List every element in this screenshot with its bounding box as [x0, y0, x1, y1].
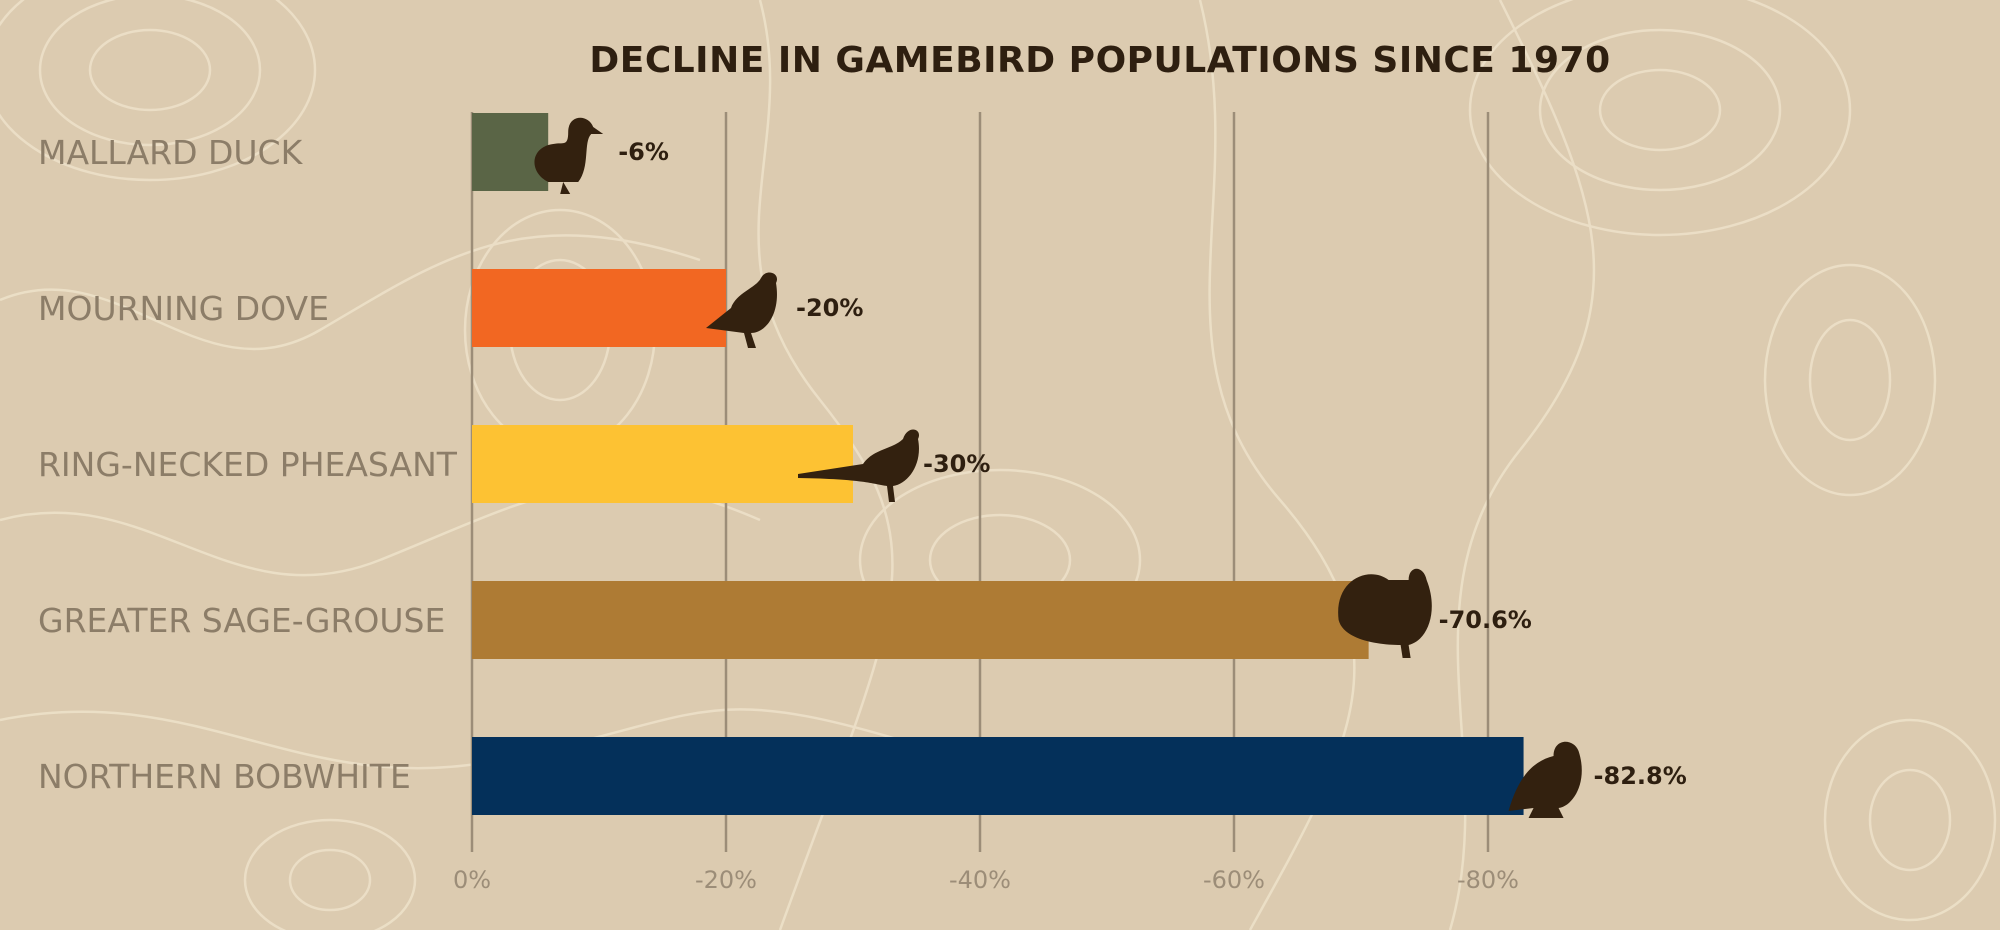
category-label: MALLARD DUCK [38, 133, 304, 172]
dove-icon [706, 272, 778, 348]
duck-icon [534, 117, 604, 194]
pheasant-icon [798, 429, 920, 502]
value-label: -6% [618, 138, 669, 166]
bar-northern-bobwhite [472, 737, 1524, 815]
bar-ring-necked-pheasant [472, 425, 853, 503]
value-label: -20% [796, 294, 863, 322]
category-label: GREATER SAGE-GROUSE [38, 601, 445, 640]
bobwhite-icon [1508, 741, 1582, 818]
bar-greater-sage-grouse [472, 581, 1369, 659]
value-label: -70.6% [1439, 606, 1532, 634]
value-label: -30% [923, 450, 990, 478]
x-tick-label: -40% [949, 866, 1011, 894]
sage-grouse-icon [1338, 568, 1432, 658]
category-label: NORTHERN BOBWHITE [38, 757, 411, 796]
x-tick-label: -20% [695, 866, 757, 894]
bar-mourning-dove [472, 269, 726, 347]
value-label: -82.8% [1594, 762, 1687, 790]
x-tick-label: -60% [1203, 866, 1265, 894]
category-label: MOURNING DOVE [38, 289, 329, 328]
bar-mallard-duck [472, 113, 549, 191]
category-label: RING-NECKED PHEASANT [38, 445, 458, 484]
chart-title: DECLINE IN GAMEBIRD POPULATIONS SINCE 19… [589, 40, 1610, 81]
x-tick-label: 0% [453, 866, 491, 894]
x-tick-label: -80% [1457, 866, 1519, 894]
